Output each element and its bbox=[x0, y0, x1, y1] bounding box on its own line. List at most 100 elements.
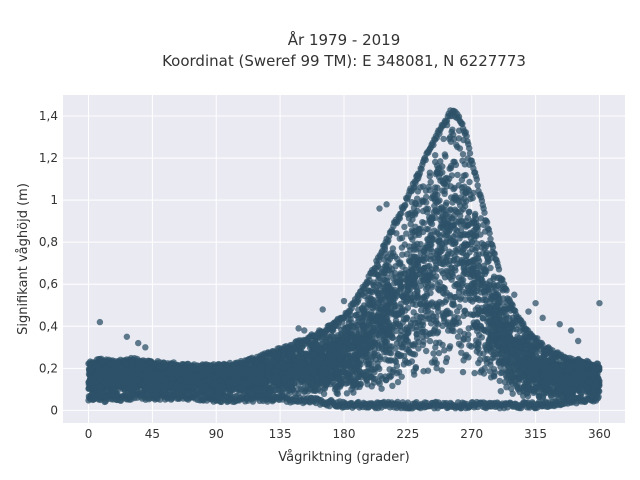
data-point bbox=[396, 276, 404, 284]
data-point bbox=[377, 372, 384, 380]
data-point bbox=[417, 282, 424, 289]
data-point bbox=[473, 224, 481, 231]
data-point bbox=[417, 184, 424, 191]
data-point bbox=[448, 172, 456, 179]
data-point bbox=[381, 263, 389, 270]
data-point bbox=[428, 310, 435, 317]
data-point bbox=[371, 369, 378, 376]
data-point bbox=[438, 367, 445, 374]
data-point bbox=[389, 382, 396, 389]
data-point bbox=[432, 152, 439, 159]
data-point bbox=[462, 353, 469, 360]
data-point bbox=[426, 337, 434, 345]
data-point bbox=[460, 312, 467, 320]
data-point bbox=[403, 292, 410, 299]
data-point bbox=[395, 368, 403, 376]
data-point bbox=[428, 213, 436, 220]
data-point bbox=[374, 342, 382, 349]
data-point bbox=[410, 368, 417, 375]
data-point bbox=[496, 377, 503, 385]
data-point bbox=[435, 349, 443, 357]
data-point bbox=[401, 223, 408, 231]
data-point bbox=[475, 359, 482, 367]
data-point bbox=[436, 243, 443, 250]
data-point bbox=[498, 369, 506, 376]
chart-title-line-2: Koordinat (Sweref 99 TM): E 348081, N 62… bbox=[162, 52, 526, 70]
data-point bbox=[454, 333, 462, 340]
data-point bbox=[389, 334, 396, 341]
data-point bbox=[465, 209, 473, 216]
data-point bbox=[454, 171, 461, 179]
data-point bbox=[433, 261, 440, 268]
data-point bbox=[409, 216, 416, 223]
data-point bbox=[425, 226, 432, 233]
data-point bbox=[429, 330, 437, 337]
data-point bbox=[444, 178, 451, 185]
data-point bbox=[471, 212, 479, 219]
data-point bbox=[441, 347, 448, 354]
data-point bbox=[436, 279, 443, 286]
data-point bbox=[454, 143, 461, 151]
data-point bbox=[463, 252, 470, 259]
data-point bbox=[378, 385, 385, 392]
data-point bbox=[482, 297, 490, 304]
data-point bbox=[478, 334, 485, 341]
data-point bbox=[395, 350, 402, 358]
data-point bbox=[492, 302, 500, 309]
data-point bbox=[430, 350, 437, 357]
data-point bbox=[462, 198, 470, 205]
data-point bbox=[398, 373, 405, 380]
data-point bbox=[409, 294, 416, 302]
data-point bbox=[360, 302, 368, 309]
data-point bbox=[497, 388, 504, 395]
data-point bbox=[448, 327, 455, 334]
data-point bbox=[446, 343, 454, 350]
data-point bbox=[422, 187, 430, 194]
data-point bbox=[390, 250, 397, 257]
data-point bbox=[437, 223, 445, 230]
data-point bbox=[458, 184, 466, 191]
data-point bbox=[402, 298, 410, 306]
data-point bbox=[384, 292, 391, 299]
data-point bbox=[343, 390, 351, 397]
data-point bbox=[440, 135, 447, 143]
data-point bbox=[386, 255, 394, 262]
chart-title-line-1: År 1979 - 2019 bbox=[288, 30, 401, 49]
data-point bbox=[320, 390, 328, 397]
data-point bbox=[420, 219, 428, 227]
data-point bbox=[481, 365, 488, 372]
data-point bbox=[466, 178, 473, 186]
data-point bbox=[468, 220, 475, 227]
data-point bbox=[446, 292, 454, 299]
data-point bbox=[411, 228, 418, 235]
data-point bbox=[368, 383, 375, 390]
data-point bbox=[374, 360, 381, 367]
data-point bbox=[475, 340, 482, 348]
data-point bbox=[495, 359, 502, 367]
data-point bbox=[394, 292, 401, 299]
data-point bbox=[457, 342, 465, 349]
data-point bbox=[473, 348, 480, 355]
data-point bbox=[436, 197, 443, 204]
data-point bbox=[459, 368, 467, 376]
data-point bbox=[396, 235, 403, 242]
data-point bbox=[431, 184, 439, 191]
data-point bbox=[461, 307, 469, 314]
data-point bbox=[427, 178, 434, 186]
data-points bbox=[85, 107, 603, 412]
data-point bbox=[394, 378, 402, 386]
data-point bbox=[334, 390, 341, 398]
data-point bbox=[420, 368, 427, 375]
data-point bbox=[449, 126, 456, 133]
data-point bbox=[435, 308, 442, 315]
data-point bbox=[436, 237, 443, 244]
data-point bbox=[460, 172, 468, 179]
data-point bbox=[471, 369, 478, 377]
data-point bbox=[403, 314, 410, 321]
data-point bbox=[399, 251, 406, 258]
data-point bbox=[479, 315, 487, 322]
data-point bbox=[423, 347, 430, 355]
data-point bbox=[369, 288, 376, 296]
data-point bbox=[361, 317, 369, 324]
